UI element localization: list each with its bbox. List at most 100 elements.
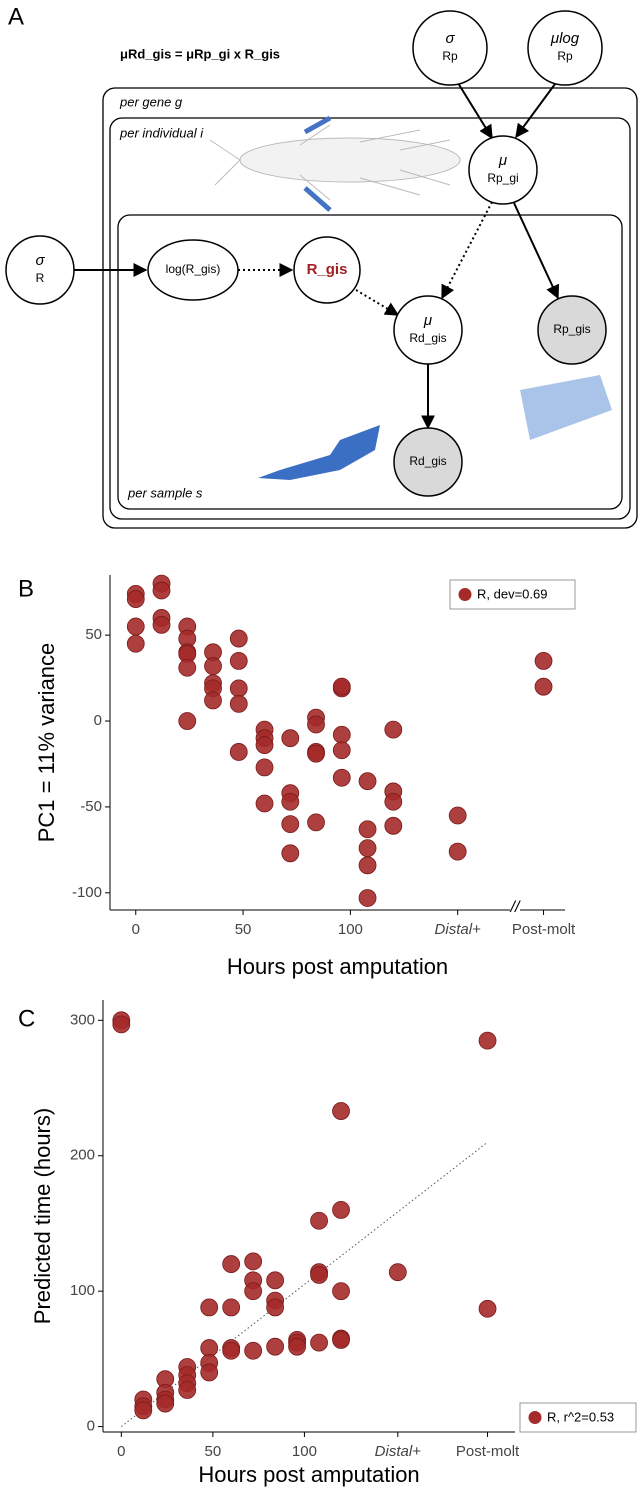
plate-label: per individual i [119,125,204,140]
point [178,1381,197,1399]
point [126,590,145,608]
legend-marker [458,588,472,601]
axis-break: // [510,899,521,916]
node-symbol: σ [35,252,45,269]
point [332,741,351,760]
node-symbol: μ [498,152,507,169]
node-label: log(R_gis) [166,262,221,276]
x-axis-label: Hours post amputation [227,954,448,979]
point [307,813,325,832]
node [147,239,239,301]
point [534,677,553,696]
point [358,856,377,875]
x-tick-label: 0 [132,921,140,938]
node [537,295,607,365]
node-subscript: Rp [557,49,573,63]
point [307,744,325,763]
node [412,10,488,86]
point [310,1266,328,1284]
node [293,236,361,304]
point [332,677,351,696]
edge [457,82,493,140]
point [229,651,248,670]
y-tick-label: 200 [70,1147,95,1164]
point [126,617,145,636]
plate-label: per gene g [119,94,183,109]
edge [441,201,493,300]
formula: μRd_gis = μRp_gi x R_gis [120,46,280,61]
point [244,1341,263,1360]
point [534,651,553,670]
point [222,1298,241,1317]
point [152,615,171,634]
x-tick-label: 100 [292,1443,317,1460]
point [310,1211,328,1230]
point [156,1394,175,1413]
point [152,581,171,600]
point [384,816,403,835]
point [478,1031,497,1050]
point [448,806,467,825]
point [255,758,274,777]
y-tick-label: 0 [87,1418,95,1435]
edge [355,289,400,316]
point [332,1282,350,1301]
node-symbol: σ [445,30,455,47]
x-tick-label: 100 [338,921,363,938]
leg-shape [520,375,612,440]
point [244,1282,263,1301]
plate-label: per sample s [127,485,203,500]
y-tick-label: 100 [70,1282,95,1299]
panel-label: C [18,1005,35,1032]
point [384,720,403,739]
plate [109,117,631,520]
x-tick-label: 50 [205,1443,222,1460]
point [281,815,300,834]
x-tick-label: Distal+ [435,921,482,938]
node [5,235,75,305]
legend-label: R, dev=0.69 [477,586,547,601]
node [393,427,463,497]
point [332,768,351,787]
leg-shape [258,425,380,480]
x-tick-label: 50 [235,921,252,938]
point [281,792,300,811]
point [229,743,248,761]
point [229,679,248,698]
edge [513,202,560,300]
node-label: Rp_gis [553,322,590,336]
node-subscript: Rp_gi [487,171,518,185]
legend-marker [528,1411,542,1424]
point [388,1263,407,1282]
point [307,715,325,734]
point [266,1298,285,1317]
point [310,1333,328,1352]
axis-break [510,904,520,916]
point [204,657,222,675]
point [126,634,145,653]
node [468,135,538,205]
node [393,295,463,365]
point [222,1341,241,1360]
point [358,889,377,907]
y-tick-label: -50 [80,798,102,815]
point [266,1271,285,1290]
point [448,842,467,861]
point [244,1252,263,1271]
panel-a: A μRd_gis = μRp_gi x R_gis per gene g pe… [5,3,638,529]
point [266,1337,285,1356]
node-symbol: μlog [550,30,580,47]
point [200,1363,219,1382]
x-tick-label: Distal+ [375,1443,422,1460]
plate [117,214,623,510]
y-axis-label: Predicted time (hours) [30,1108,55,1324]
point [478,1299,497,1318]
point [112,1015,131,1034]
point [178,658,197,677]
x-tick-label: Post-molt [512,921,576,938]
point [358,820,377,839]
point [332,1331,350,1349]
node-subscript: Rp [442,49,458,63]
